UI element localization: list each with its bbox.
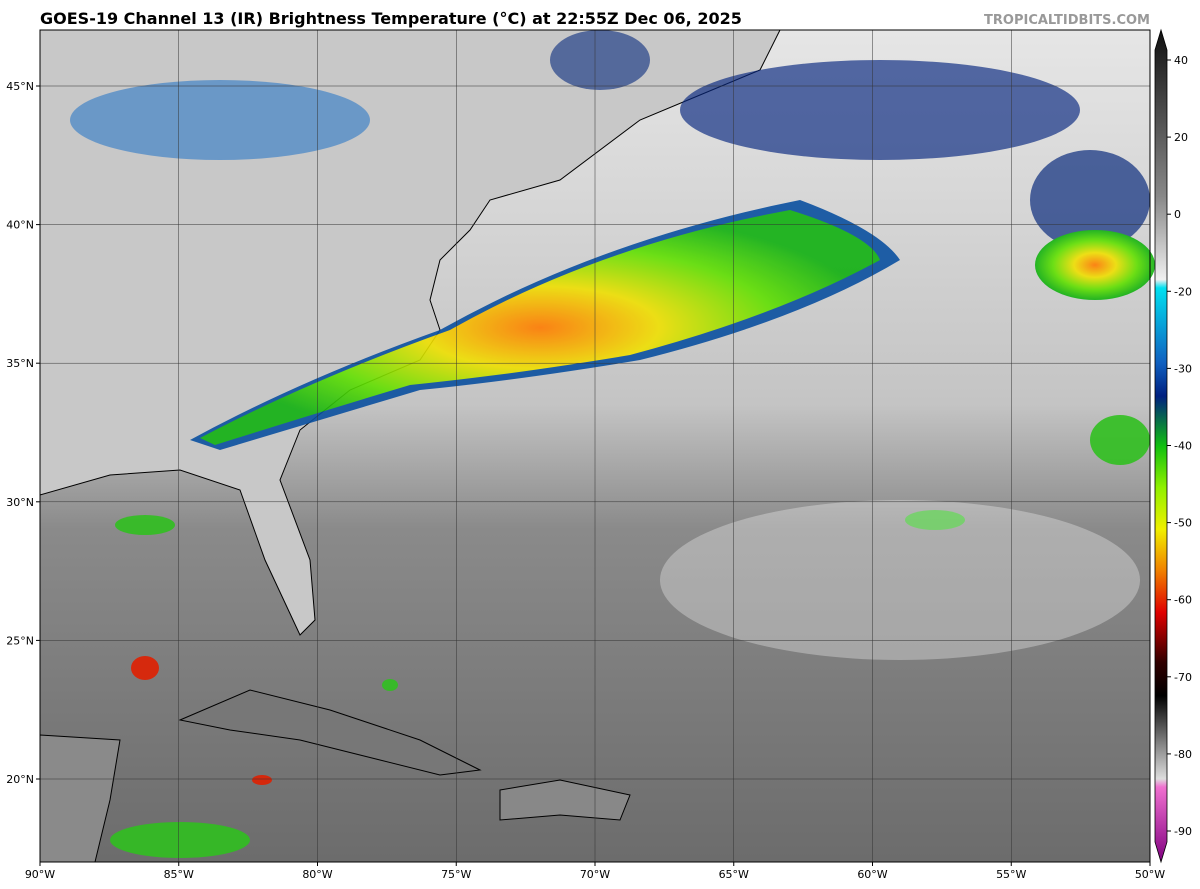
- clouds: [70, 30, 1155, 858]
- lon-label: 65°W: [719, 868, 749, 881]
- colorbar-label: -70: [1174, 671, 1192, 684]
- colorbar-label: -50: [1174, 517, 1192, 530]
- credit: TROPICALTIDBITS.COM: [984, 13, 1150, 28]
- map-area: [39, 29, 1155, 863]
- lon-label: 55°W: [996, 868, 1026, 881]
- lat-label: 45°N: [6, 80, 34, 93]
- lat-label: 30°N: [6, 496, 34, 509]
- lat-label: 20°N: [6, 773, 34, 786]
- colorbar-label: 40: [1174, 54, 1188, 67]
- lat-label: 40°N: [6, 219, 34, 232]
- colorbar-label: 0: [1174, 208, 1181, 221]
- lon-label: 60°W: [857, 868, 887, 881]
- lat-label: 35°N: [6, 357, 34, 370]
- colorbar-label: -60: [1174, 594, 1192, 607]
- lon-label: 90°W: [25, 868, 55, 881]
- colorbar-label: -90: [1174, 825, 1192, 838]
- lat-label: 25°N: [6, 634, 34, 647]
- lon-label: 80°W: [302, 868, 332, 881]
- colorbar-label: -20: [1174, 285, 1192, 298]
- colorbar-label: -80: [1174, 748, 1192, 761]
- colorbar-label: -40: [1174, 440, 1192, 453]
- colorbar: [1154, 28, 1168, 864]
- lon-label: 85°W: [164, 868, 194, 881]
- colorbar-label: 20: [1174, 131, 1188, 144]
- lon-label: 50°W: [1135, 868, 1165, 881]
- cuba: [178, 689, 482, 776]
- title: GOES-19 Channel 13 (IR) Brightness Tempe…: [40, 9, 742, 28]
- hispaniola: [499, 779, 631, 821]
- lon-label: 75°W: [441, 868, 471, 881]
- colorbar-label: -30: [1174, 362, 1192, 375]
- lon-label: 70°W: [580, 868, 610, 881]
